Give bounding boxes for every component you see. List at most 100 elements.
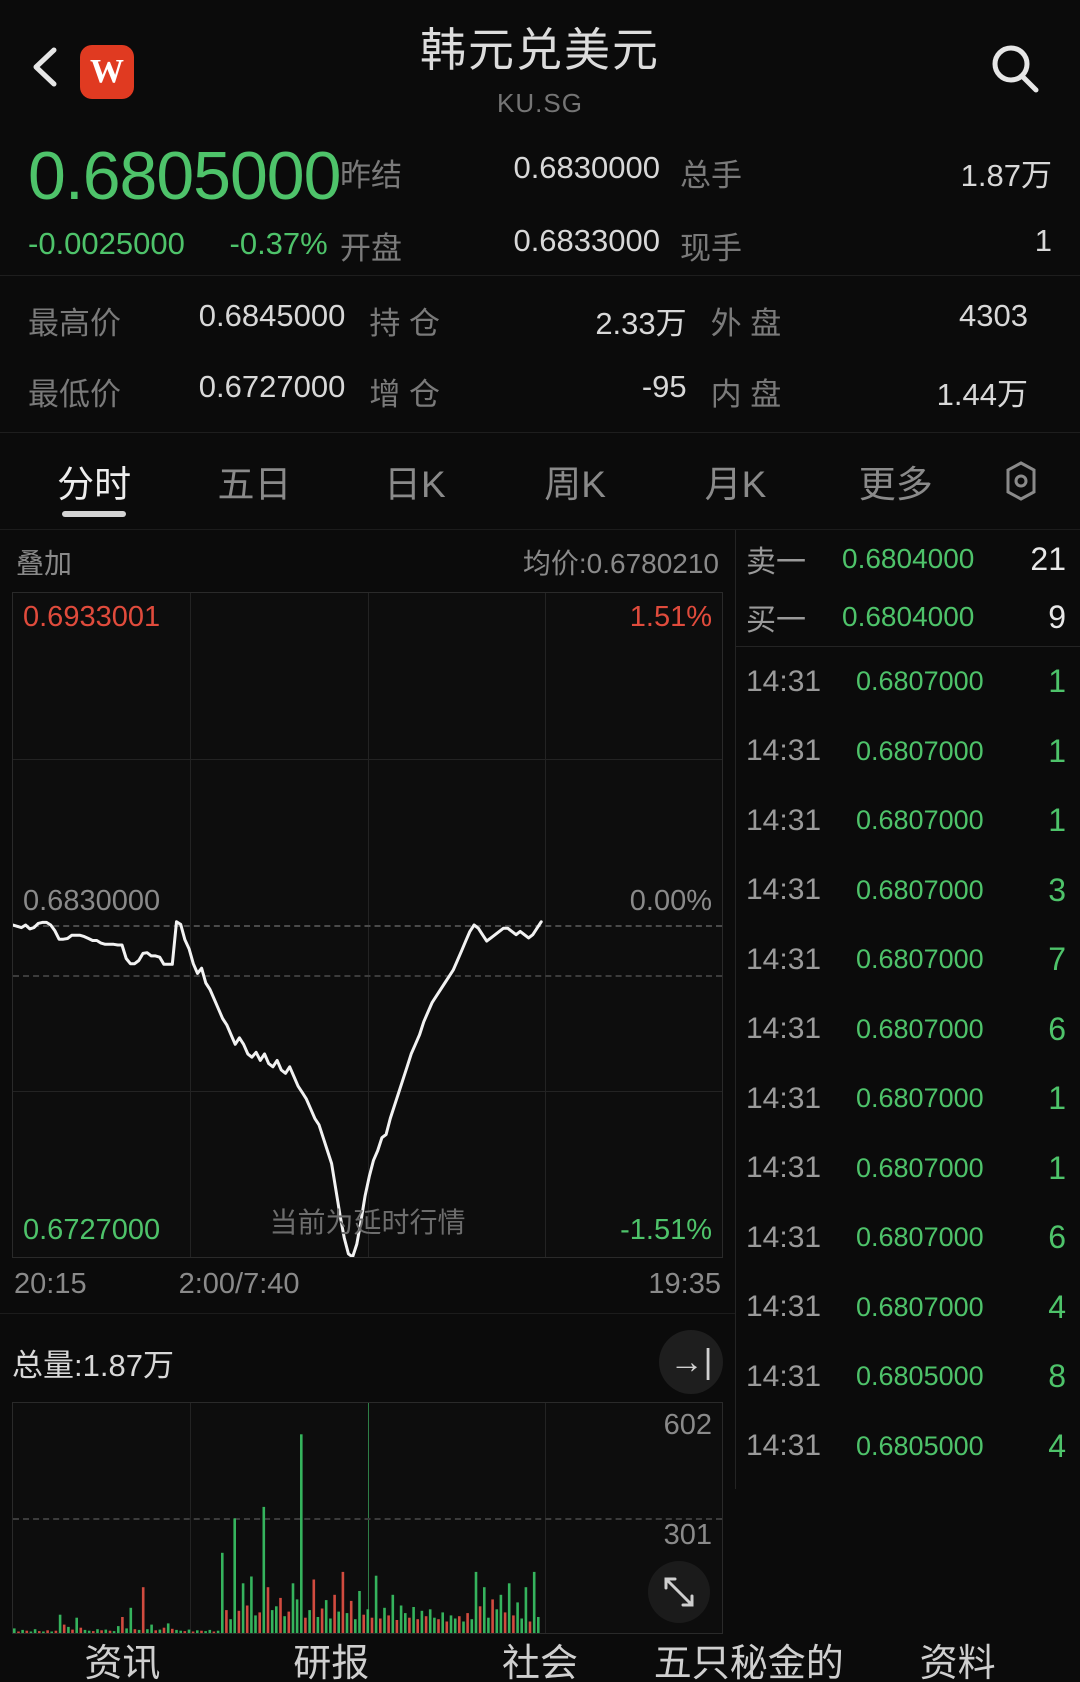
stat-row: 昨结 0.6830000 [340, 150, 660, 195]
divider [0, 275, 1080, 276]
nav-item-news[interactable]: 资讯 [84, 1643, 161, 1682]
volume-total-label: 总量:1.87万 [12, 1347, 174, 1383]
nav-item-social[interactable]: 社会 [501, 1643, 578, 1682]
page-subtitle: KU.SG [497, 88, 583, 118]
tab-label: 五日 [217, 464, 292, 505]
tab-label: 分时 [57, 464, 132, 505]
order-book-row[interactable]: 卖一 0.6804000 21 [736, 530, 1080, 588]
trade-time: 14:31 [746, 664, 822, 698]
quote-stats-col-2: 昨结 0.6830000 开盘 0.6833000 [340, 150, 660, 296]
order-book-price: 0.6804000 [842, 601, 975, 632]
trade-price: 0.6805000 [856, 1361, 984, 1392]
order-book-qty: 9 [1048, 598, 1066, 635]
last-price: 0.6805000 [28, 138, 341, 214]
volume-bars [13, 1434, 540, 1633]
change-absolute: -0.0025000 [28, 226, 185, 261]
app-logo-text: W [90, 53, 124, 90]
trade-time: 14:31 [746, 942, 822, 976]
stat-value: -95 [641, 369, 687, 404]
volume-chart[interactable]: 602 301 [12, 1402, 723, 1634]
stat-row: 增 仓 -95 [369, 369, 710, 414]
tab-monthly-k[interactable]: 月K [655, 433, 815, 529]
order-book-panel[interactable]: 卖一 0.6804000 21 买一 0.6804000 9 14:31 0.68… [735, 530, 1080, 1489]
nav-item-report[interactable]: 研报 [293, 1643, 370, 1682]
tab-fenshi[interactable]: 分时 [14, 433, 174, 529]
trade-tick-row[interactable]: 14:31 0.6807000 6 [736, 1203, 1080, 1273]
stat-label: 最高价 [28, 306, 121, 341]
overlay-button[interactable]: 叠加 [16, 548, 73, 579]
trade-tick-row[interactable]: 14:31 0.6807000 3 [736, 856, 1080, 926]
stat-value: 0.6845000 [198, 298, 346, 333]
trade-qty: 7 [1048, 941, 1066, 978]
stats-col-position: 持 仓 2.33万 增 仓 -95 [369, 298, 710, 414]
page-title: 韩元兑美元 [420, 24, 660, 76]
trade-tick-row[interactable]: 14:31 0.6807000 4 [736, 1273, 1080, 1343]
search-icon[interactable] [986, 40, 1044, 103]
trade-price: 0.6807000 [856, 1013, 984, 1044]
quote-stats-secondary: 最高价 0.6845000 最低价 0.6727000 持 仓 2.33万 增 … [0, 276, 1080, 432]
tab-weekly-k[interactable]: 周K [495, 433, 655, 529]
average-line [13, 974, 722, 977]
nav-item-fund[interactable]: 五只秘金的 [653, 1643, 844, 1682]
trade-price: 0.6807000 [856, 944, 984, 975]
trade-qty: 1 [1048, 732, 1066, 769]
trade-tick-row[interactable]: 14:31 0.6807000 7 [736, 925, 1080, 995]
back-button[interactable] [28, 44, 62, 87]
divider [0, 432, 1080, 433]
stat-label: 持 仓 [369, 306, 440, 341]
trade-tick-row[interactable]: 14:31 0.6807000 1 [736, 1064, 1080, 1134]
change-percent: -0.37% [229, 226, 328, 261]
chart-bottom-pct: -1.51% [620, 1214, 712, 1246]
gear-icon[interactable] [976, 458, 1066, 504]
chart-top-pct: 1.51% [629, 601, 712, 633]
trade-tick-row[interactable]: 14:31 0.6805000 4 [736, 1412, 1080, 1482]
stat-value: 1 [1034, 223, 1052, 258]
order-book-quotes: 卖一 0.6804000 21 买一 0.6804000 9 [736, 530, 1080, 647]
tab-label: 更多 [858, 464, 933, 505]
stat-label: 内 盘 [710, 377, 782, 412]
order-book-side: 买一 [746, 604, 806, 637]
tab-five-day[interactable]: 五日 [174, 433, 334, 529]
tab-daily-k[interactable]: 日K [335, 433, 495, 529]
trade-qty: 1 [1048, 1080, 1066, 1117]
trade-time: 14:31 [746, 1151, 822, 1185]
trade-price: 0.6807000 [856, 1152, 984, 1183]
trade-qty: 8 [1048, 1358, 1066, 1395]
trade-tick-list[interactable]: 14:31 0.6807000 1 14:31 0.6807000 1 14:31 0.680… [736, 647, 1080, 1481]
tab-more[interactable]: 更多 [816, 433, 976, 529]
trade-price: 0.6807000 [856, 805, 984, 836]
trade-qty: 4 [1048, 1288, 1066, 1325]
trade-tick-row[interactable]: 14:31 0.6807000 1 [736, 786, 1080, 856]
expand-icon[interactable] [648, 1561, 710, 1623]
trade-tick-row[interactable]: 14:31 0.6807000 6 [736, 995, 1080, 1065]
bottom-nav[interactable]: 资讯 研报 社会 五只秘金的 资料 [0, 1626, 1080, 1682]
trade-tick-row[interactable]: 14:31 0.6805000 8 [736, 1342, 1080, 1412]
trade-time: 14:31 [746, 734, 822, 768]
stat-value: 0.6727000 [198, 369, 346, 404]
stat-value: 1.44万 [936, 377, 1028, 412]
trade-qty: 4 [1048, 1427, 1066, 1464]
stat-row: 开盘 0.6833000 [340, 223, 660, 268]
app-logo[interactable]: W [80, 45, 134, 99]
trade-time: 14:31 [746, 803, 822, 837]
price-chart[interactable]: 0.6933001 1.51% 0.6830000 0.00% 0.672700… [12, 592, 723, 1258]
chart-and-orderbook: 叠加 均价:0.6780210 0.6933001 1.51% 0.683000… [0, 529, 1080, 1634]
trade-time: 14:31 [746, 1290, 822, 1324]
trade-price: 0.6807000 [856, 1291, 984, 1322]
nav-item-data[interactable]: 资料 [919, 1643, 996, 1682]
order-book-qty: 21 [1030, 540, 1066, 577]
trade-tick-row[interactable]: 14:31 0.6807000 1 [736, 1134, 1080, 1204]
trade-tick-row[interactable]: 14:31 0.6807000 1 [736, 717, 1080, 787]
grid-line-h [13, 1091, 722, 1092]
trade-tick-row[interactable]: 14:31 0.6807000 1 [736, 647, 1080, 717]
time-end: 19:35 [648, 1268, 721, 1300]
stat-value: 4303 [959, 298, 1028, 333]
order-book-row[interactable]: 买一 0.6804000 9 [736, 588, 1080, 646]
scroll-to-end-icon[interactable]: →| [659, 1330, 723, 1394]
trade-qty: 1 [1048, 802, 1066, 839]
trade-qty: 1 [1048, 663, 1066, 700]
quote-summary: 0.6805000 -0.0025000 -0.37% 昨结 0.6830000… [0, 130, 1080, 275]
chart-tabs: 分时 五日 日K 周K 月K 更多 [0, 433, 1080, 529]
trade-qty: 3 [1048, 871, 1066, 908]
